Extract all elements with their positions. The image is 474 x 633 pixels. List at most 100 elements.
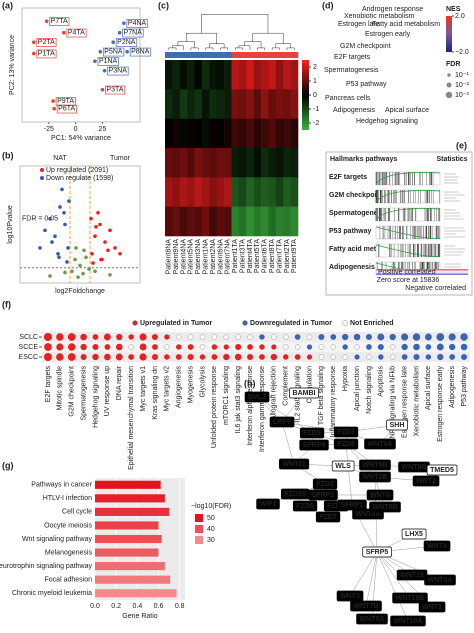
dot bbox=[366, 354, 372, 360]
node-label: WNT6 bbox=[370, 492, 390, 499]
dot bbox=[318, 333, 325, 341]
bar bbox=[95, 521, 159, 530]
column-label: Patient4TA bbox=[247, 239, 254, 273]
label-box bbox=[129, 47, 152, 57]
column-label: Interferon alpha response bbox=[247, 366, 254, 446]
column-group bbox=[216, 52, 225, 58]
column-label: Myc targets v1 bbox=[140, 366, 147, 412]
legend-title: −log10(FDR) bbox=[191, 503, 231, 510]
node-box bbox=[244, 391, 270, 403]
column-label: TGF beta signaling bbox=[318, 366, 325, 425]
pathway-label: E2F targets bbox=[329, 174, 367, 181]
heat-cell bbox=[283, 89, 291, 119]
node-box bbox=[418, 601, 446, 613]
track bbox=[375, 225, 441, 240]
heat-cell bbox=[216, 177, 225, 207]
point bbox=[84, 255, 88, 260]
y-axis-label: log10Pvalue bbox=[7, 205, 14, 244]
dot bbox=[67, 353, 76, 361]
legend-title: NES bbox=[446, 6, 461, 13]
column-group bbox=[231, 52, 240, 58]
point-label: P4NA bbox=[128, 20, 147, 27]
dot bbox=[437, 353, 444, 361]
point bbox=[106, 248, 110, 253]
heat-cell bbox=[194, 89, 203, 119]
heat-cell bbox=[261, 177, 269, 207]
column-label: E2F targets bbox=[45, 366, 52, 403]
dot bbox=[211, 354, 218, 360]
point bbox=[32, 40, 36, 44]
node-box bbox=[390, 615, 426, 627]
column-label: Patient4NA bbox=[180, 239, 187, 275]
point-label: P8NA bbox=[131, 49, 150, 56]
word: Estrogen early bbox=[365, 31, 411, 38]
node-label: FZD2 bbox=[316, 481, 334, 488]
row-band bbox=[42, 342, 470, 352]
dot bbox=[294, 334, 301, 340]
dot bbox=[187, 353, 194, 361]
node-label: WNT8A bbox=[356, 511, 381, 518]
node-box bbox=[333, 426, 359, 438]
heat-cell bbox=[179, 148, 188, 178]
node-label: WNT4 bbox=[427, 543, 447, 550]
heat-cell bbox=[194, 60, 203, 90]
point bbox=[53, 234, 57, 238]
dot bbox=[342, 354, 348, 360]
node-box bbox=[426, 464, 458, 476]
annotation: Tumor bbox=[110, 155, 131, 162]
heat-cell bbox=[261, 206, 269, 237]
column-label: Patient6NA bbox=[217, 239, 224, 275]
pathway-label: Fatty acid metabolism bbox=[329, 246, 403, 253]
legend-label: Downregulated in Tumor bbox=[250, 320, 332, 327]
dot bbox=[68, 343, 76, 351]
dot bbox=[413, 343, 420, 351]
legend-label: Down regulate (1598) bbox=[46, 175, 113, 182]
heat-cell bbox=[209, 206, 218, 237]
point bbox=[113, 246, 117, 250]
dot bbox=[151, 353, 158, 361]
column-label: Patient7NA bbox=[225, 239, 232, 275]
colorbar-label: 2.0 bbox=[455, 13, 465, 20]
label-box bbox=[36, 38, 57, 47]
dendrogram bbox=[257, 47, 265, 50]
word: Adipogenesis bbox=[333, 107, 376, 114]
point bbox=[90, 251, 94, 256]
node-box bbox=[337, 499, 367, 511]
column-label: Patient9NA bbox=[173, 239, 180, 275]
label-box bbox=[56, 104, 77, 114]
dot bbox=[377, 343, 384, 351]
heat-cell bbox=[187, 206, 195, 237]
dot bbox=[294, 354, 301, 360]
node-label: WNT8B bbox=[373, 504, 398, 511]
node-box bbox=[356, 613, 388, 625]
node-box bbox=[299, 439, 329, 451]
heat-cell bbox=[283, 177, 291, 207]
column-group bbox=[290, 52, 299, 58]
node-label: SFRP1 bbox=[341, 502, 364, 509]
legend-label: 30 bbox=[207, 537, 215, 544]
dot bbox=[353, 333, 361, 341]
dot bbox=[175, 334, 182, 340]
point-label: P6TA bbox=[58, 106, 75, 113]
dot bbox=[92, 343, 99, 351]
point bbox=[51, 99, 55, 103]
plot-frame bbox=[21, 7, 141, 123]
label-box bbox=[126, 19, 148, 28]
bar bbox=[95, 534, 162, 544]
y-tick-label: Focal adhesion bbox=[45, 577, 93, 584]
node-label: WNT2 bbox=[416, 478, 436, 485]
node-label: SHH bbox=[390, 422, 405, 429]
word: G2M checkpoint bbox=[340, 43, 391, 50]
panel-label: (f) bbox=[2, 299, 11, 309]
colorbar-label: 1 bbox=[313, 78, 317, 85]
heat-cell bbox=[187, 60, 195, 90]
point bbox=[57, 255, 61, 260]
heat-cell bbox=[290, 89, 299, 119]
heat-cell bbox=[253, 148, 262, 178]
column-label: Estrogen response early bbox=[437, 366, 444, 442]
heat-cell bbox=[187, 148, 195, 178]
column-label: Estrogen response late bbox=[401, 366, 408, 438]
y-tick-label: Wnt signaling pathway bbox=[22, 536, 93, 543]
legend-swatch bbox=[40, 176, 44, 180]
heat-cell bbox=[231, 177, 240, 207]
